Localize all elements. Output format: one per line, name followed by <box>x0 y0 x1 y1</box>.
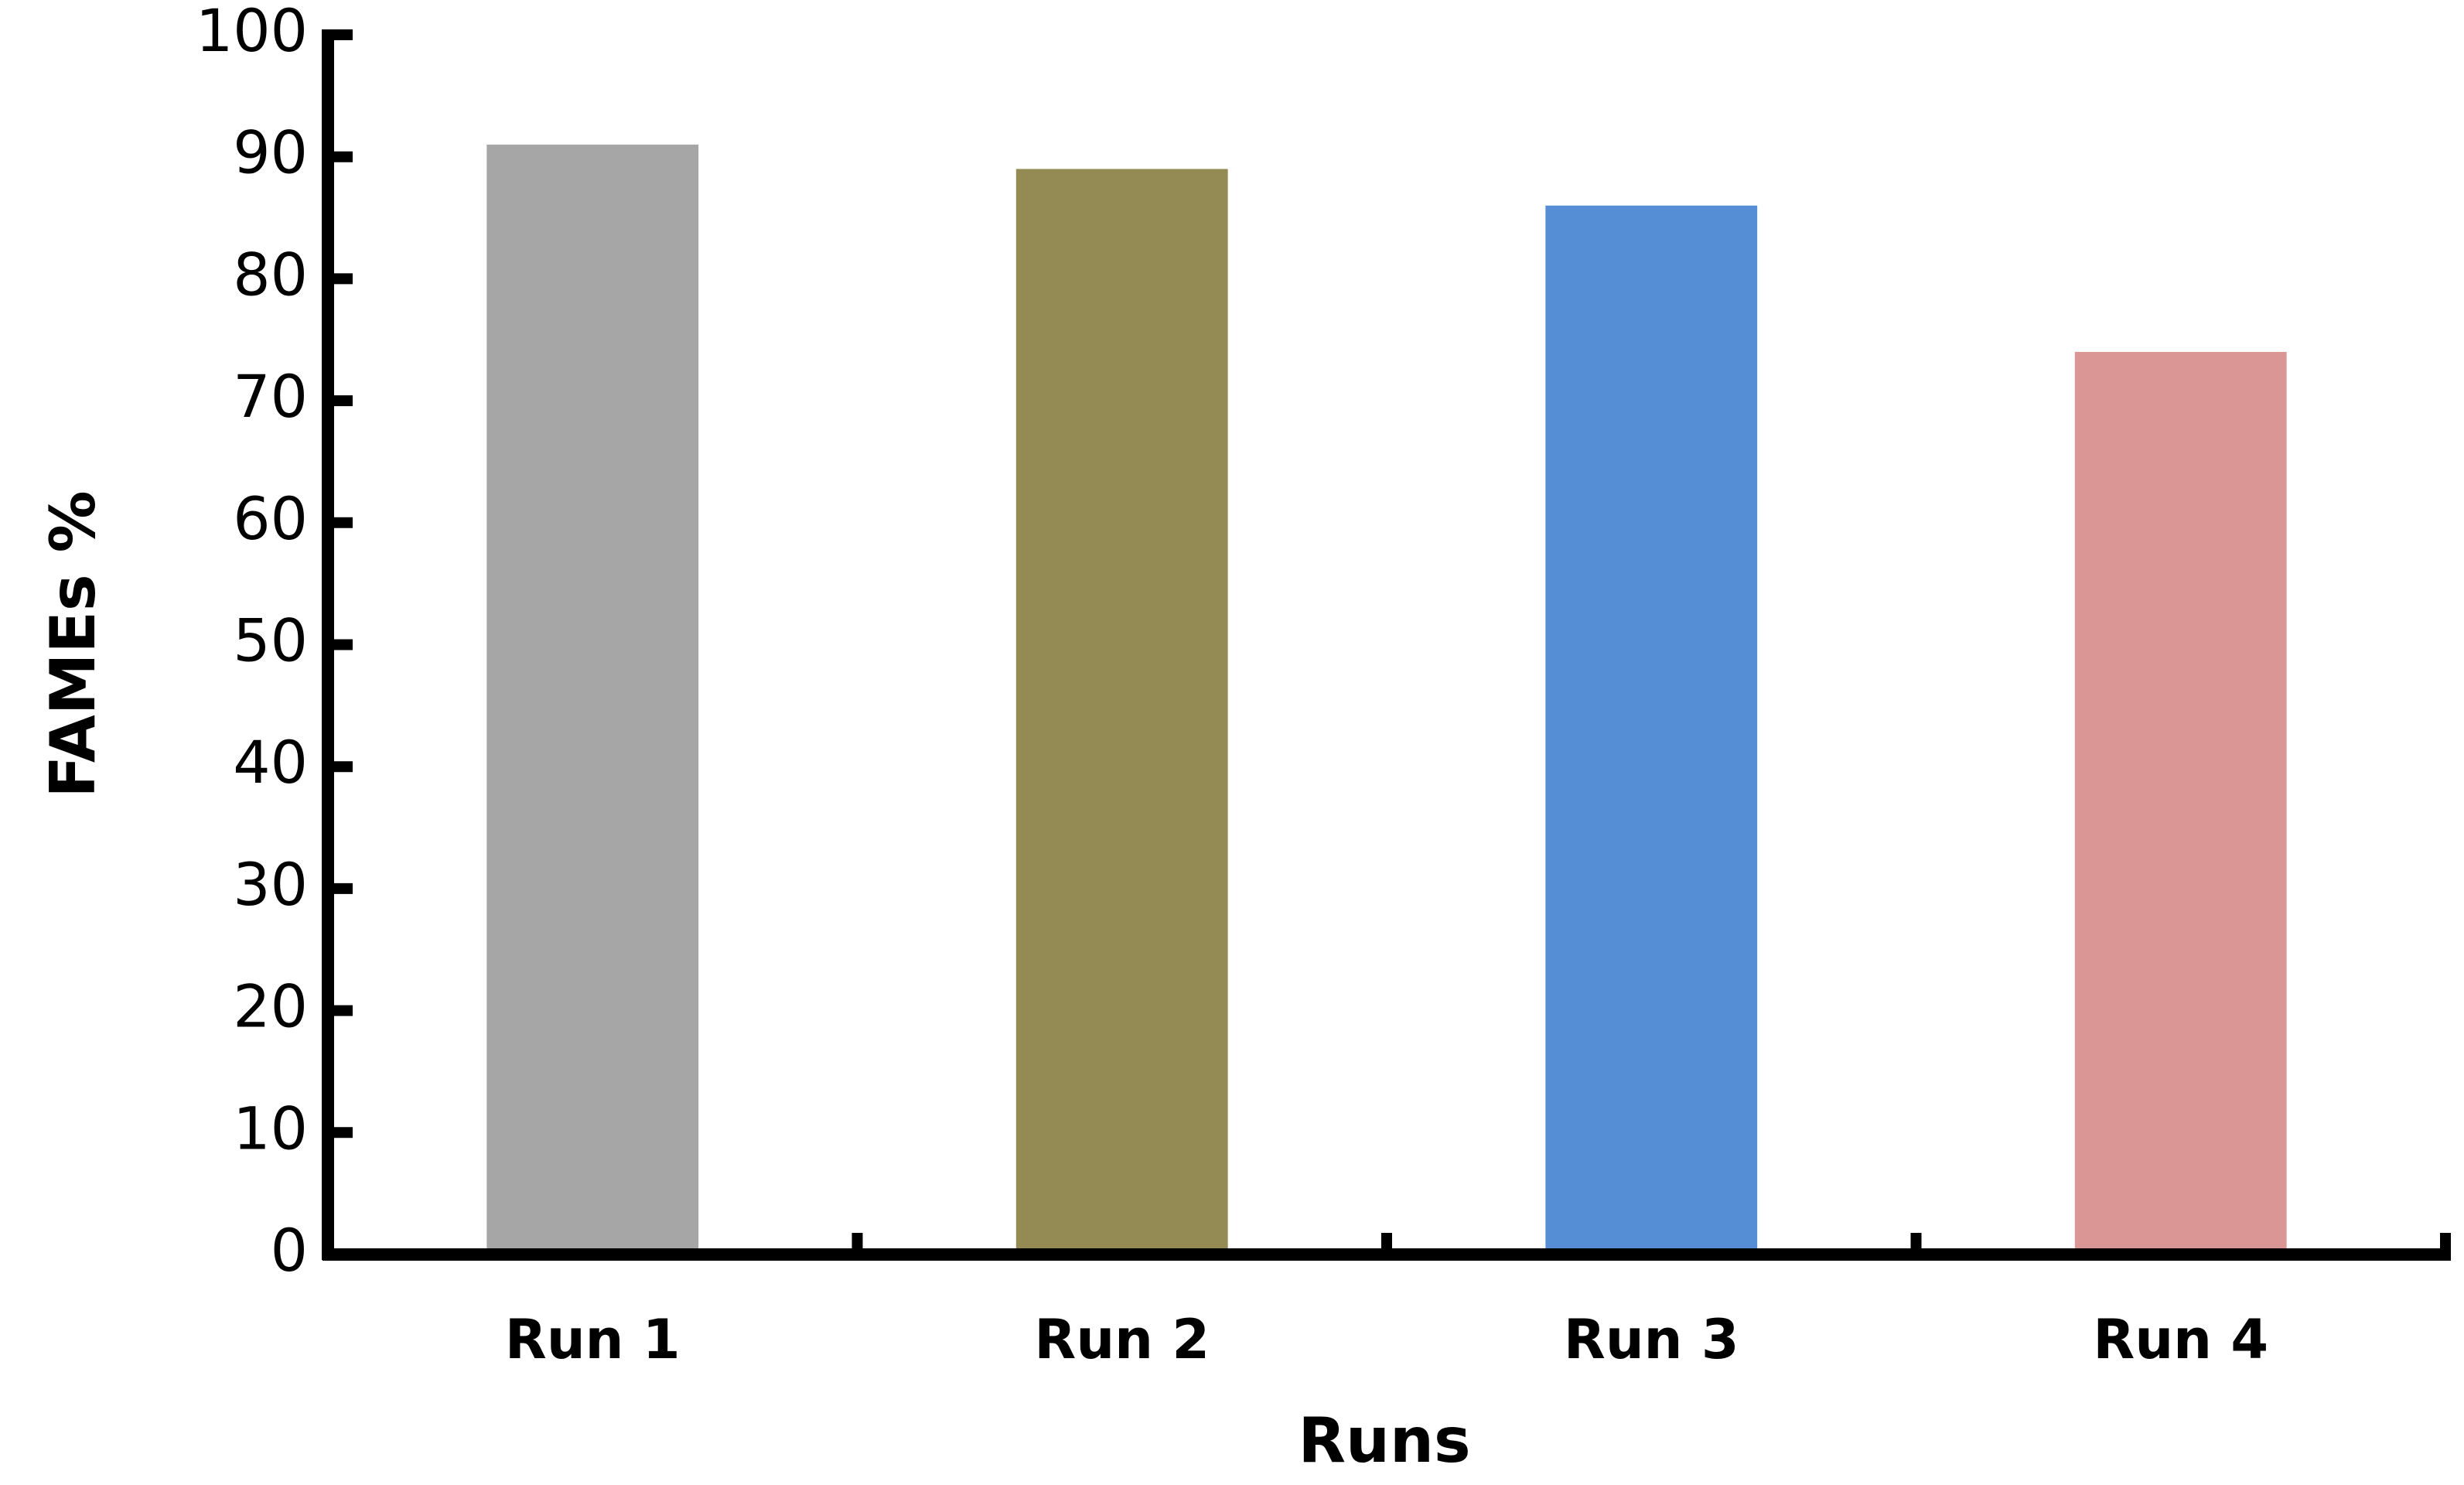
y-tick-label: 40 <box>233 728 308 797</box>
y-tick-label: 0 <box>271 1216 308 1285</box>
y-tick-label: 100 <box>196 0 308 65</box>
x-tick-label: Run 3 <box>1564 1308 1739 1371</box>
y-tick-label: 50 <box>233 606 308 674</box>
bar <box>2074 352 2287 1255</box>
y-tick-label: 90 <box>233 118 308 187</box>
x-tick-label: Run 4 <box>2093 1308 2268 1371</box>
y-tick-label: 30 <box>233 850 308 919</box>
y-tick-label: 10 <box>233 1094 308 1162</box>
bar <box>486 144 699 1255</box>
y-tick-label: 70 <box>233 362 308 431</box>
y-tick-label: 60 <box>233 484 308 553</box>
x-axis-title: Runs <box>1298 1405 1470 1476</box>
x-tick-label: Run 2 <box>1034 1308 1210 1371</box>
x-tick-label: Run 1 <box>505 1308 681 1371</box>
y-axis-title: FAMEs % <box>37 490 109 797</box>
bar <box>1545 205 1758 1255</box>
bar <box>1015 169 1228 1255</box>
y-tick-label: 20 <box>233 972 308 1041</box>
y-tick-label: 80 <box>233 240 308 309</box>
